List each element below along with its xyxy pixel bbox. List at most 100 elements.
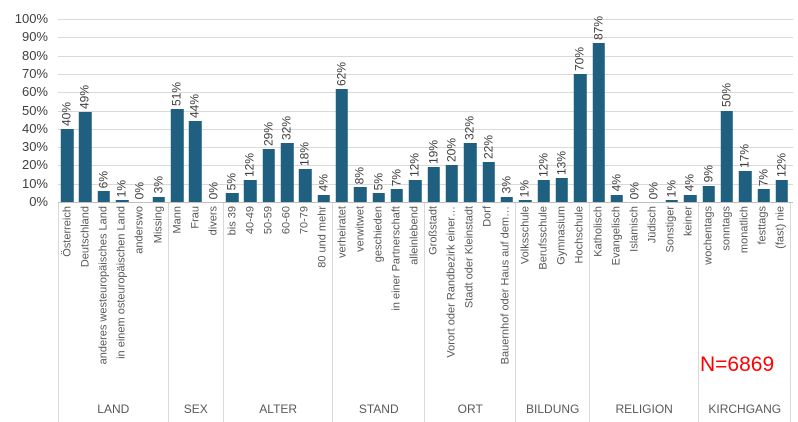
bar-group-religion: 87% 4% 0% 0% 1% 4% <box>589 15 699 202</box>
bar <box>757 189 770 202</box>
bar-value-label: 70% <box>572 46 587 71</box>
label-group-alter: bis 39 40-49 50-59 60-60 70-79 80 und mehr ALT… <box>224 203 334 422</box>
bar <box>775 180 789 202</box>
category-label-slot: Missing <box>149 203 167 422</box>
bar-value-label: 62% <box>334 61 349 86</box>
bar-value-label: 13% <box>554 151 569 176</box>
bar-slot: 44% <box>186 19 204 202</box>
bar-slot: 7% <box>388 19 406 202</box>
bar-value-label: 40% <box>59 101 74 126</box>
bar <box>592 42 605 202</box>
bar-value-label: 12% <box>774 153 789 178</box>
bar-value-label: 50% <box>719 83 734 108</box>
category-label: Österreich <box>61 206 74 257</box>
category-label-slot: Berufsschule <box>535 203 553 422</box>
bar-slot: 0% <box>644 19 662 202</box>
bar-value-label: 32% <box>462 116 477 141</box>
category-label-slot: Hochschule <box>571 203 589 422</box>
group-label: ORT <box>457 402 483 416</box>
bar-slot: 5% <box>223 19 241 202</box>
gridline <box>58 73 793 75</box>
bar-slot: 50% <box>718 19 736 202</box>
category-label: 70-79 <box>298 206 311 235</box>
category-label-slot: Frau <box>187 203 205 422</box>
category-label-slot: verheiratet <box>333 203 351 422</box>
bar-value-label: 18% <box>297 142 312 167</box>
category-label-slot: 60-60 <box>278 203 296 422</box>
bar-value-label: 17% <box>737 143 752 168</box>
y-axis-tick-label: 30% <box>21 139 48 155</box>
group-label: BILDUNG <box>526 402 580 416</box>
category-label: Islamisch <box>628 206 641 252</box>
category-label-slot: Großstadt <box>425 203 443 422</box>
category-label: wochentags <box>702 206 715 265</box>
gridline <box>58 165 793 167</box>
bar-slot: 0% <box>626 19 644 202</box>
bar-slot: 4% <box>315 19 333 202</box>
bar-group-stand: 62% 8% 5% 7% 12% <box>333 19 425 202</box>
bar-value-label: 44% <box>187 94 202 119</box>
gridline <box>58 183 793 185</box>
bar-group-kirchgang: 9% 50% 17% 7% 12% <box>699 19 791 202</box>
category-label-slot: bis 39 <box>224 203 242 422</box>
bar-group-bildung: 1% 12% 13% 70% <box>516 19 589 202</box>
group-label: RELIGION <box>615 402 673 416</box>
category-label-slot: Mann <box>169 203 187 422</box>
group-label: ALTER <box>259 402 298 416</box>
bar-slot: 32% <box>278 19 296 202</box>
category-label-slot: monatlich <box>736 203 754 422</box>
y-axis-tick-label: 90% <box>21 29 48 45</box>
y-axis-tick-label: 70% <box>21 65 48 81</box>
category-label: 40-49 <box>244 206 257 235</box>
category-label: Vorort oder Randbezirk einer… <box>445 206 458 358</box>
category-label: Großstadt <box>427 206 440 255</box>
bar-value-label: 8% <box>352 167 367 185</box>
category-label-slot: in einer Partnerschaft <box>388 203 406 422</box>
bar-value-label: 49% <box>77 85 92 110</box>
category-label: Bauernhof oder Haus auf dem… <box>499 206 512 365</box>
bar-value-label: 4% <box>682 174 697 192</box>
category-label: monatlich <box>738 206 751 254</box>
bar-group-sex: 51% 44% 0% <box>168 19 223 202</box>
group-label: LAND <box>97 402 130 416</box>
bar-value-label: 29% <box>261 121 276 146</box>
bar-group-alter: 5% 12% 29% 32% 18% 4% <box>223 19 333 202</box>
bar <box>683 194 697 202</box>
bar-value-label: 1% <box>517 179 532 198</box>
x-axis-line <box>58 202 793 203</box>
bar-slot: 17% <box>736 19 754 202</box>
bar-slot: 40% <box>58 19 76 202</box>
group-label: KIRCHGANG <box>708 402 782 416</box>
bar-value-label: 32% <box>279 116 294 141</box>
category-label: anderswo <box>133 206 146 254</box>
bar <box>335 88 349 202</box>
category-label: Berufsschule <box>537 206 550 270</box>
bar-slot: 3% <box>150 19 168 202</box>
category-label: sonntags <box>720 206 733 251</box>
category-label: Deutschland <box>79 206 92 268</box>
bar <box>720 110 734 202</box>
bar-value-label: 5% <box>371 172 386 190</box>
category-label-band: Österreich Deutschland anderes westeuropäi… <box>58 203 791 422</box>
gridline <box>58 147 793 149</box>
bar <box>60 128 74 202</box>
category-label: Evangelisch <box>610 206 623 266</box>
label-group-bildung: Volksschule Berufsschule Gymnasium Hochschu… <box>516 203 590 422</box>
bar-value-label: 22% <box>481 134 496 159</box>
bar-slot: 29% <box>260 19 278 202</box>
y-axis-tick-label: 100% <box>14 11 48 26</box>
bar <box>390 189 404 202</box>
bar-value-label: 87% <box>591 15 606 40</box>
category-label: 60-60 <box>280 206 293 235</box>
y-axis-tick-label: 60% <box>21 84 48 100</box>
bar-group-ort: 19% 20% 32% 22% 3% <box>425 19 517 202</box>
category-label-slot: sonntags <box>718 203 736 422</box>
bar <box>244 180 257 202</box>
category-label-slot: keiner <box>680 203 698 422</box>
bar-slot: 62% <box>333 19 351 202</box>
category-label: alleinlebend <box>408 206 421 265</box>
bar-value-label: 19% <box>426 140 441 165</box>
bar <box>97 191 111 202</box>
category-label: festtags <box>756 206 769 245</box>
bar-slot: 4% <box>608 19 626 202</box>
